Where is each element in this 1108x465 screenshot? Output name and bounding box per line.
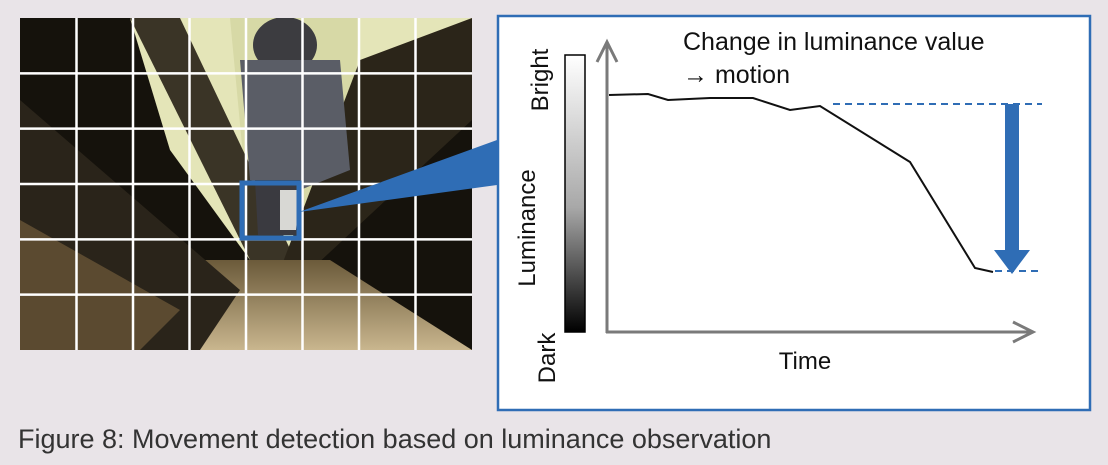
bright-label: Bright: [527, 48, 554, 111]
caption: Figure 8: Movement detection based on lu…: [18, 424, 771, 454]
selected-cell: [239, 180, 302, 241]
dark-label: Dark: [534, 332, 561, 384]
drop-arrow-head: [994, 250, 1030, 274]
x-arrowhead: [1012, 320, 1037, 344]
annotation-line: Change in luminance value: [683, 28, 985, 56]
luminance-label: Luminance: [514, 169, 541, 286]
drop-arrow-shaft: [1005, 104, 1019, 254]
graph-panel: [496, 14, 1092, 412]
zoom-wedge: [299, 140, 497, 212]
x-axis-label: Time: [779, 348, 831, 375]
image-grid: [20, 18, 472, 350]
luminance-bar: [564, 54, 586, 333]
axes: [595, 38, 1037, 344]
y-arrowhead: [595, 38, 619, 63]
annotation-line: → motion: [683, 61, 790, 89]
luminance-curve: [608, 92, 994, 273]
